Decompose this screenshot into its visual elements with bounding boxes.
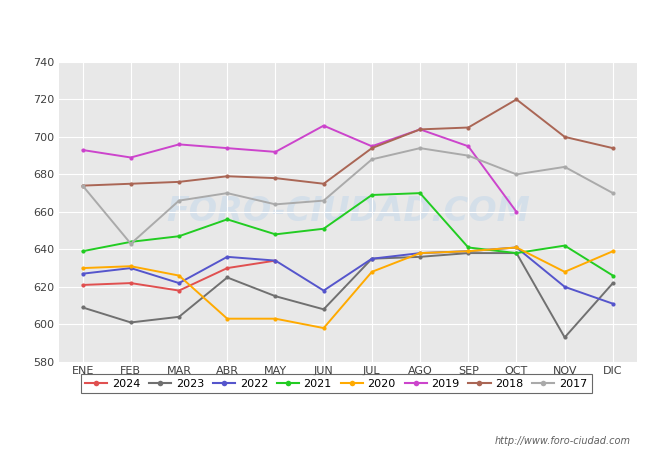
Text: http://www.foro-ciudad.com: http://www.foro-ciudad.com	[495, 436, 630, 446]
Text: FORO-CIUDAD.COM: FORO-CIUDAD.COM	[166, 195, 530, 228]
Text: Afiliados en Baralla a 31/5/2024: Afiliados en Baralla a 31/5/2024	[203, 27, 492, 45]
Legend: 2024, 2023, 2022, 2021, 2020, 2019, 2018, 2017: 2024, 2023, 2022, 2021, 2020, 2019, 2018…	[81, 374, 592, 393]
